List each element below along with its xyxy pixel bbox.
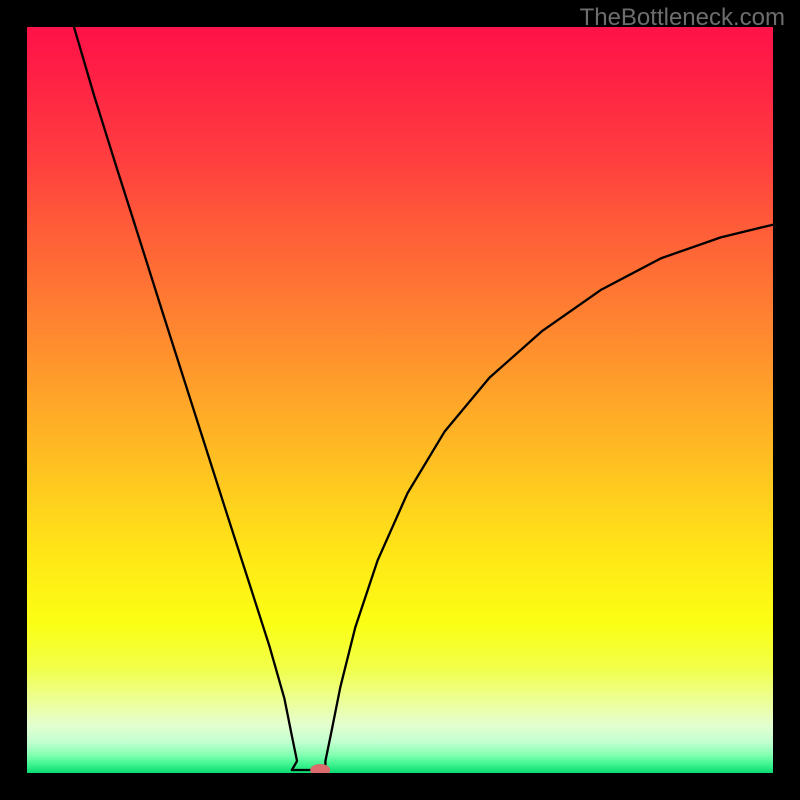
attribution-text: TheBottleneck.com bbox=[580, 4, 785, 32]
gradient-background bbox=[27, 27, 773, 773]
figure-root: { "canvas": { "width": 800, "height": 80… bbox=[0, 0, 800, 800]
bottleneck-chart bbox=[27, 27, 773, 773]
